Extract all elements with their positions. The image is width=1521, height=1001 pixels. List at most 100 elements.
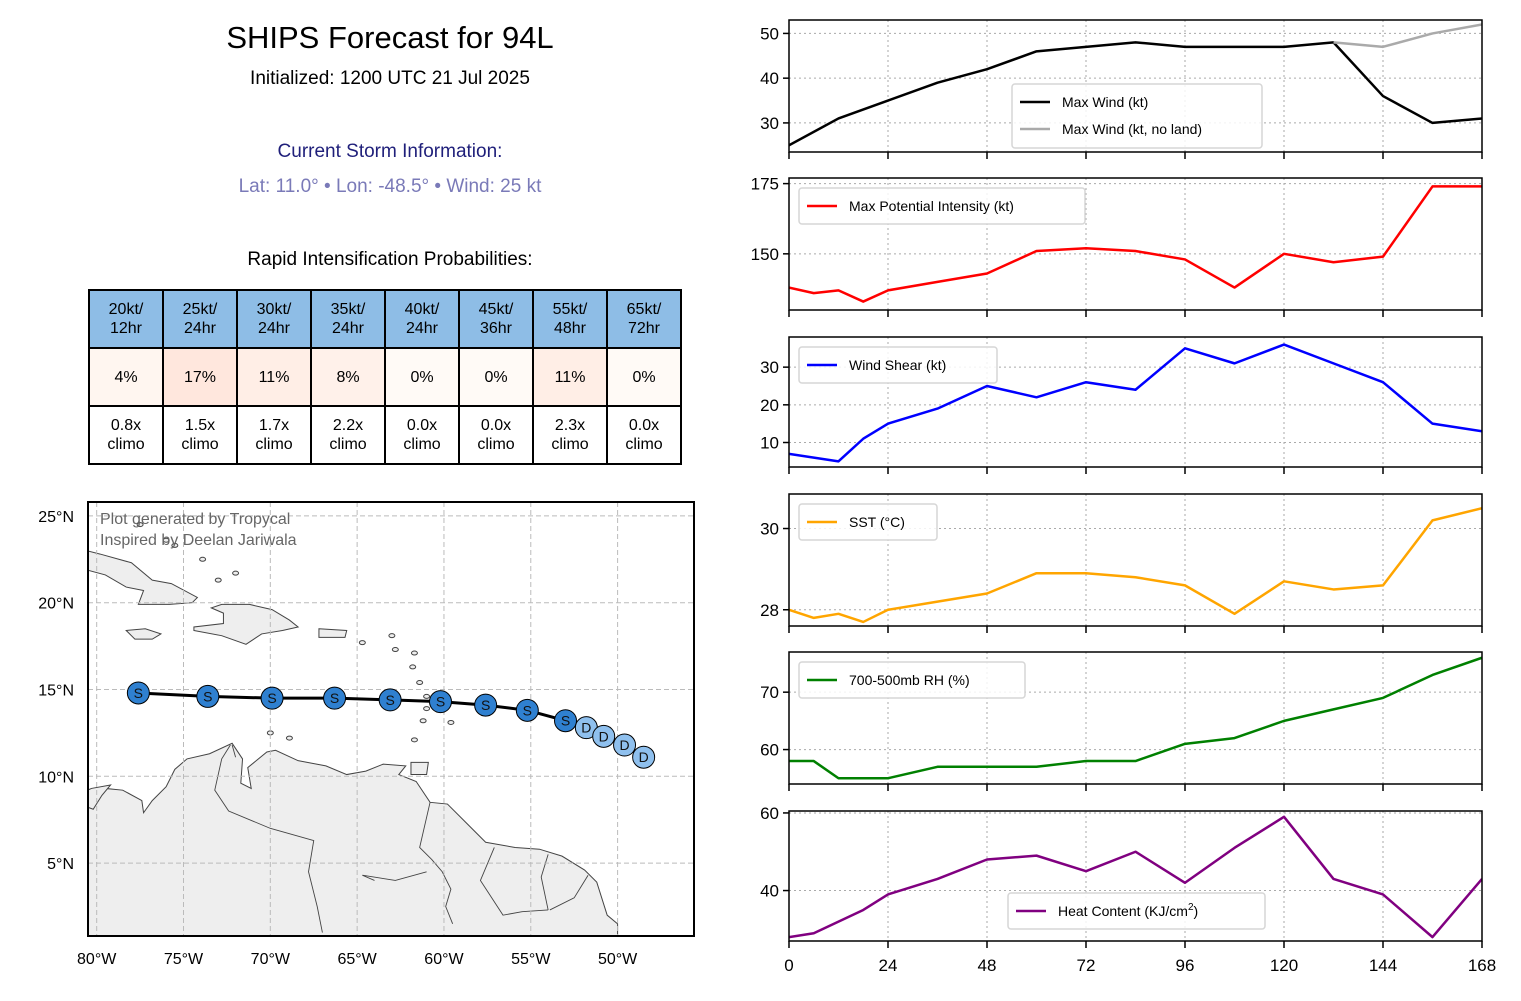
track-marker [515, 698, 539, 722]
track-marker [554, 709, 578, 733]
legend-label-suffix: ) [1194, 903, 1199, 919]
track-point: S [554, 709, 578, 733]
map-lon-tick-label: 60°W [424, 951, 464, 968]
y-tick-label: 30 [760, 114, 779, 133]
map-lat-tick-label: 10°N [38, 769, 74, 786]
legend-label: 700-500mb RH (%) [849, 672, 970, 688]
attribution-tropycal: Plot generated by Tropycal [100, 511, 290, 528]
track-marker-label: S [436, 694, 445, 710]
legend-box [798, 346, 998, 384]
y-tick-label: 50 [760, 24, 779, 43]
track-marker [260, 686, 284, 710]
track-point: D [613, 733, 637, 757]
ri-period: 24hr [405, 320, 439, 337]
legend-box [798, 187, 1086, 225]
island [409, 664, 417, 670]
track-point: D [592, 724, 616, 748]
chart-panel-3: 28 30 SST (°C) [760, 493, 1483, 633]
legend-label-text: Max Potential Intensity (kt) [849, 198, 1014, 214]
ri-threshold: 45kt/ [478, 301, 514, 318]
axes-frame [788, 177, 1483, 311]
legend-label: Wind Shear (kt) [849, 357, 946, 373]
map-lon-tick-label: 50°W [598, 951, 638, 968]
ri-climo-label: climo [403, 436, 441, 453]
legend-label: Heat Content (KJ/cm2) [1058, 902, 1198, 919]
track-point: S [323, 686, 347, 710]
track-marker-label: S [561, 713, 570, 729]
legend-label: Max Wind (kt) [1062, 94, 1148, 110]
chart-panel-5: 40 60 Heat Content (KJ/cm2) 0 24 48 72 96 120 144… [760, 804, 1496, 975]
track-marker-label: S [523, 702, 532, 718]
attribution-inspired: Inspired by Deelan Jariwala [100, 532, 297, 549]
y-tick-label: 60 [760, 804, 779, 823]
y-tick-label: 175 [751, 175, 779, 194]
ri-climo-ratio: 1.7x [258, 417, 290, 434]
map-frame [87, 501, 695, 937]
track-point: D [574, 716, 598, 740]
track-marker [613, 733, 637, 757]
island [162, 537, 170, 543]
ri-period: 24hr [183, 320, 217, 337]
series-group [789, 343, 1482, 463]
storm-info-details: Lat: 11.0° • Lon: -48.5° • Wind: 25 kt [238, 176, 542, 197]
map-lon-tick-label: 70°W [251, 951, 291, 968]
series-group [789, 656, 1482, 780]
ri-probability-cell: 8% [310, 347, 386, 407]
ri-climo-cell: 0.0x climo [458, 405, 534, 465]
track-marker-label: D [619, 737, 629, 753]
ri-probability-cell: 11% [236, 347, 312, 407]
country-border [549, 875, 589, 911]
track-point: S [196, 684, 220, 708]
ri-climo-ratio: 0.0x [628, 417, 660, 434]
ri-header-cell: 45kt/36hr [458, 289, 534, 349]
track-marker [632, 745, 656, 769]
puerto-rico-landmass [318, 628, 348, 638]
x-tick-label: 48 [978, 956, 997, 975]
ships-parameter-charts: 30 40 50 Max Wind (kt) Max Wind (kt, no land… [751, 19, 1496, 975]
x-tick-label: 72 [1077, 956, 1096, 975]
axes-frame [788, 19, 1483, 153]
ri-climo-cell: 1.7x climo [236, 405, 312, 465]
island [419, 718, 427, 724]
track-marker [323, 686, 347, 710]
map-lat-tick-label: 25°N [38, 509, 74, 526]
track-marker-label: S [330, 690, 339, 706]
ri-probability-cell: 0% [606, 347, 682, 407]
country-border [419, 802, 454, 925]
track-marker-label: S [134, 685, 143, 701]
ri-probability-cell: 0% [458, 347, 534, 407]
island [285, 735, 293, 741]
ri-climo-label: climo [255, 436, 293, 453]
map-lat-tick-label: 5°N [47, 856, 74, 873]
track-marker-label: S [203, 688, 212, 704]
ri-climo-ratio: 1.5x [184, 417, 216, 434]
ri-threshold: 25kt/ [182, 301, 218, 318]
legend-label-text: SST (°C) [849, 514, 905, 530]
x-tick-label: 120 [1270, 956, 1298, 975]
ri-climo-cell: 2.3x climo [532, 405, 608, 465]
chart-panel-4: 60 70 700-500mb RH (%) [760, 651, 1483, 791]
map-lon-tick-label: 80°W [77, 951, 117, 968]
series-line-0 [789, 656, 1482, 780]
track-point: S [126, 681, 150, 705]
storm-info-heading: Current Storm Information: [277, 141, 503, 162]
track-marker [592, 724, 616, 748]
ri-climo-label: climo [625, 436, 663, 453]
legend-label: Max Wind (kt, no land) [1062, 121, 1202, 137]
ri-threshold: 20kt/ [108, 301, 144, 318]
track-marker-label: S [267, 690, 276, 706]
legend-box [1011, 83, 1263, 149]
track-marker [428, 690, 452, 714]
legend-label-text: Max Wind (kt) [1062, 94, 1148, 110]
ri-header-cell: 55kt/48hr [532, 289, 608, 349]
y-tick-label: 70 [760, 683, 779, 702]
map-lon-tick-label: 75°W [164, 951, 204, 968]
panama-landmass [88, 784, 112, 810]
ri-header-cell: 30kt/24hr [236, 289, 312, 349]
track-marker [126, 681, 150, 705]
track-point: D [632, 745, 656, 769]
y-tick-label: 28 [760, 601, 779, 620]
y-tick-label: 20 [760, 396, 779, 415]
ri-probability-table: 20kt/12hr 25kt/24hr 30kt/24hr 35kt/24hr 40kt… [88, 289, 682, 465]
